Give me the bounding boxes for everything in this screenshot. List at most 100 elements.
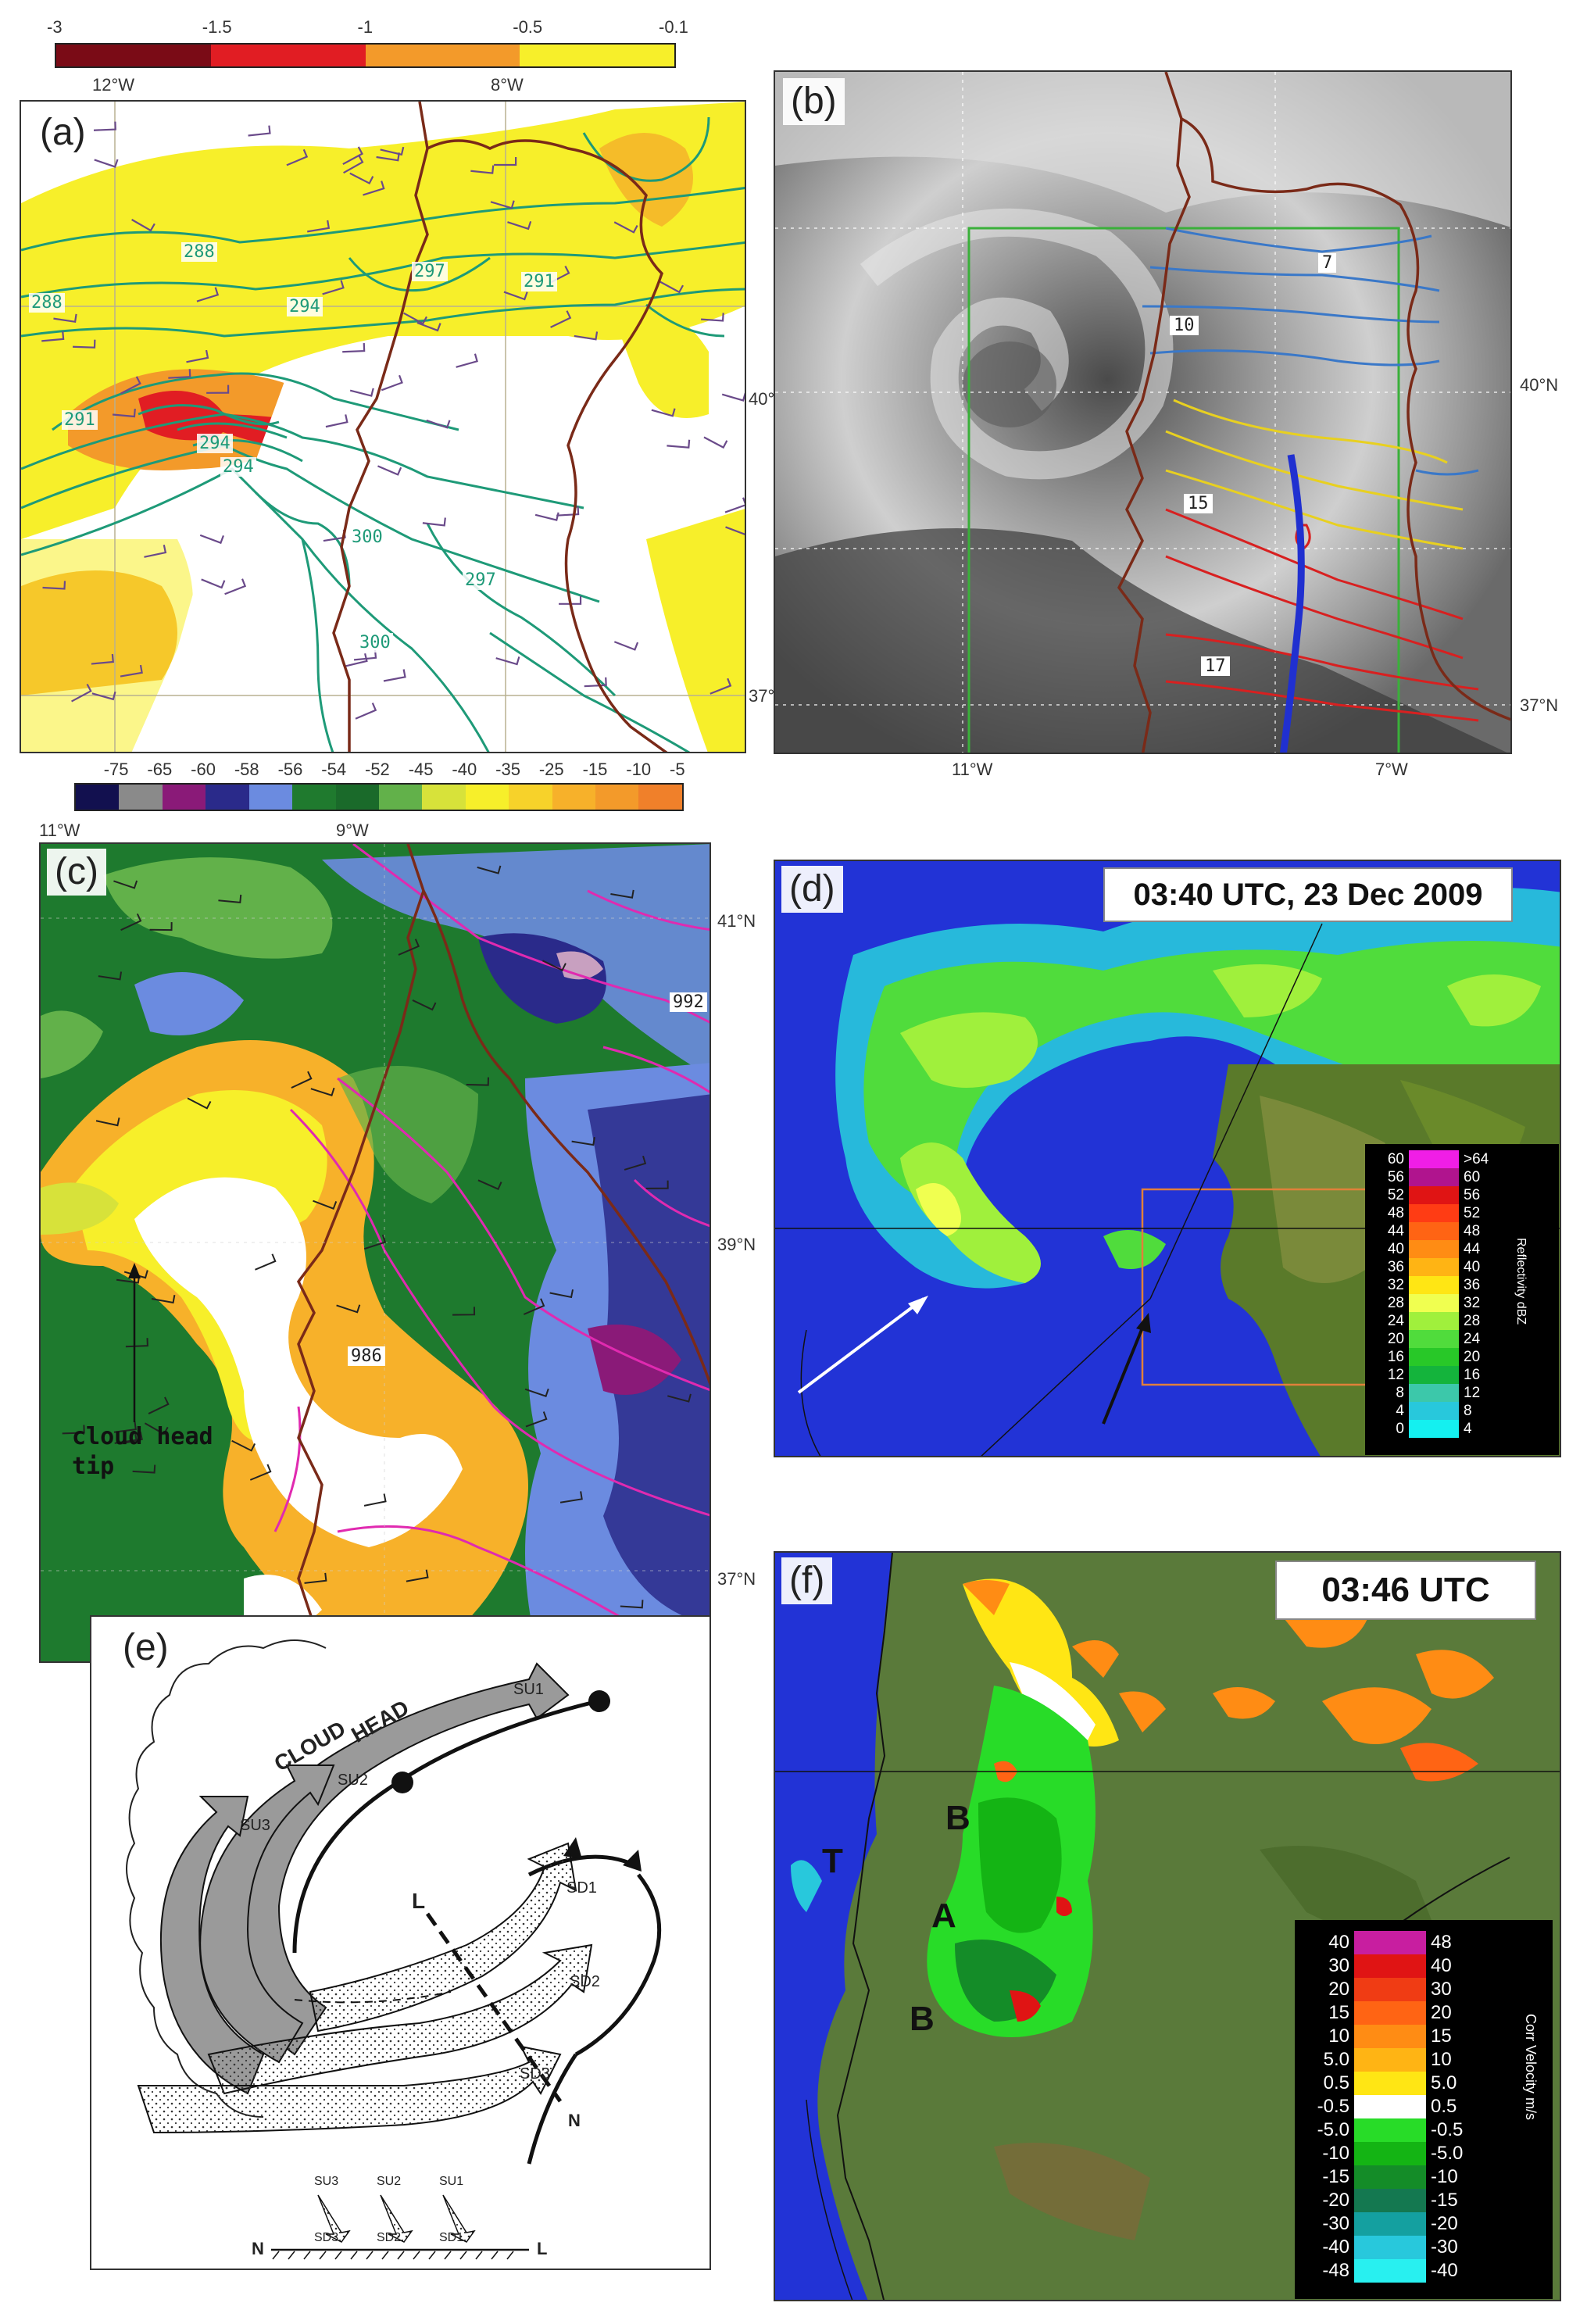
- panel-a-bottom-scale: [74, 783, 684, 811]
- panel-a-bottom-scale-swatch: [378, 785, 423, 810]
- panel-c-label: (c): [47, 849, 106, 896]
- legend-low-value: 56: [1387, 1168, 1404, 1185]
- wind-barb-icon: [556, 506, 580, 517]
- panel-a-label: (a): [32, 109, 94, 156]
- wind-barb-icon: [325, 414, 348, 428]
- wind-barb-icon: [196, 287, 220, 302]
- panel-c-lon-11w: 11°W: [39, 821, 80, 840]
- legend-swatch: [1409, 1420, 1459, 1438]
- panel-a-bottom-scale-tick: -60: [191, 760, 216, 779]
- legend-swatch: [1409, 1348, 1459, 1366]
- wind-barb-icon: [584, 677, 607, 688]
- wind-barb-icon: [725, 526, 745, 535]
- legend-swatch: [1409, 1276, 1459, 1294]
- wind-barb-icon: [550, 310, 572, 328]
- wind-barb-icon: [304, 1572, 327, 1584]
- wind-barb-icon: [724, 497, 745, 513]
- wind-barb-icon: [376, 152, 400, 162]
- legend-low-value: 24: [1387, 1312, 1404, 1329]
- panel-c-annotation-cloud-head-tip: cloud head tip: [72, 1423, 213, 1480]
- legend-high-value: 0.5: [1431, 2096, 1457, 2117]
- wind-barb-icon: [187, 1097, 212, 1110]
- wind-barb-icon: [456, 353, 478, 368]
- legend-row: 36 40: [1370, 1258, 1501, 1276]
- wind-barb-icon: [495, 656, 520, 666]
- wind-barb-icon: [477, 1179, 502, 1191]
- panel-b-contour-label: 7: [1318, 253, 1337, 273]
- wind-barb-icon: [149, 922, 173, 931]
- panel-a-contour-label: 288: [181, 242, 217, 262]
- legend-swatch: [1354, 2095, 1426, 2118]
- legend-high-value: 36: [1464, 1276, 1481, 1293]
- panel-a-top-scale-tick: -1.5: [202, 17, 232, 37]
- legend-swatch: [1409, 1384, 1459, 1402]
- wind-barb-icon: [255, 1253, 277, 1271]
- panel-a-bottom-scale-tick: -56: [277, 760, 303, 779]
- wind-barb-icon: [248, 125, 271, 137]
- legend-row: 20 24: [1370, 1330, 1501, 1348]
- panel-e-su3-label: SU3: [240, 1817, 270, 1834]
- wind-barb-icon: [651, 408, 676, 417]
- wind-barb-icon: [249, 1464, 272, 1481]
- wind-barb-icon: [151, 1294, 176, 1304]
- wind-barb-icon: [363, 1493, 387, 1507]
- panel-e: (e) CLOUD HEAD SU1 SU2 SU3 SD1 SD2 SD3 L…: [90, 1615, 711, 2270]
- wind-barb-icon: [470, 165, 495, 174]
- wind-barb-icon: [525, 1411, 548, 1428]
- legend-low-value: 20: [1387, 1330, 1404, 1347]
- panel-a-bottom-scale-tick: -15: [582, 760, 608, 779]
- legend-row: 30 40: [1301, 1954, 1487, 1978]
- panel-a-contour-label: 291: [521, 272, 557, 291]
- panel-a-contour-label: 288: [29, 293, 65, 313]
- wind-barb-icon: [620, 1600, 644, 1609]
- wind-barb-icon: [113, 880, 138, 889]
- wind-barb-icon: [231, 1439, 256, 1452]
- panel-a-top-scale-swatch: [56, 45, 211, 66]
- legend-swatch: [1409, 1258, 1459, 1276]
- panel-f-legend-title: Corr Velocity m/s: [1523, 2014, 1539, 2121]
- wind-barb-icon: [524, 1388, 549, 1397]
- panel-a-top-scale-tick: -1: [357, 17, 374, 37]
- legend-row: 48 52: [1370, 1204, 1501, 1222]
- panel-d-timestamp: 03:40 UTC, 23 Dec 2009: [1103, 867, 1513, 922]
- legend-high-value: -30: [1431, 2236, 1458, 2258]
- legend-low-value: 4: [1396, 1402, 1404, 1419]
- legend-low-value: 32: [1387, 1276, 1404, 1293]
- panel-e-sd1-label: SD1: [567, 1879, 597, 1897]
- wind-barb-icon: [94, 159, 119, 168]
- panel-e-label: (e): [115, 1625, 177, 1671]
- legend-row: 24 28: [1370, 1312, 1501, 1330]
- legend-low-value: -48: [1322, 2260, 1349, 2281]
- panel-a-lon-12w: 12°W: [92, 75, 135, 95]
- legend-high-value: -10: [1431, 2166, 1458, 2187]
- panel-a-bottom-scale-tick: -45: [408, 760, 434, 779]
- panel-b-lat-37n: 37°N: [1520, 695, 1559, 715]
- legend-row: 44 48: [1370, 1222, 1501, 1240]
- wind-barb-icon: [114, 1432, 138, 1444]
- panel-e-bottom-su3: SU3: [314, 2175, 339, 2188]
- legend-low-value: 40: [1328, 1932, 1349, 1953]
- panel-a-top-scale-swatch: [210, 45, 366, 66]
- wind-barb-icon: [132, 1464, 156, 1474]
- legend-swatch: [1409, 1240, 1459, 1258]
- legend-low-value: -30: [1322, 2213, 1349, 2234]
- wind-barb-icon: [452, 1307, 476, 1316]
- panel-a-top-scale-tick: -0.1: [659, 17, 688, 37]
- legend-low-value: 0: [1396, 1420, 1404, 1437]
- legend-high-value: 20: [1431, 2002, 1452, 2023]
- legend-high-value: 48: [1431, 1932, 1452, 1953]
- wind-barb-icon: [426, 419, 451, 429]
- panel-a-contour-label: 300: [357, 633, 393, 653]
- wind-barb-icon: [422, 517, 446, 527]
- wind-barb-icon: [349, 388, 374, 397]
- legend-high-value: 10: [1431, 2049, 1452, 2070]
- wind-barb-icon: [41, 331, 65, 342]
- panel-d-label: (d): [781, 866, 843, 913]
- legend-high-value: 15: [1431, 2025, 1452, 2047]
- wind-barb-icon: [313, 1200, 338, 1210]
- panel-c-lat-37n: 37°N: [717, 1569, 756, 1589]
- panel-a-bottom-scale-tick: -25: [538, 760, 564, 779]
- wind-barb-icon: [559, 595, 582, 605]
- wind-barb-icon: [186, 349, 209, 363]
